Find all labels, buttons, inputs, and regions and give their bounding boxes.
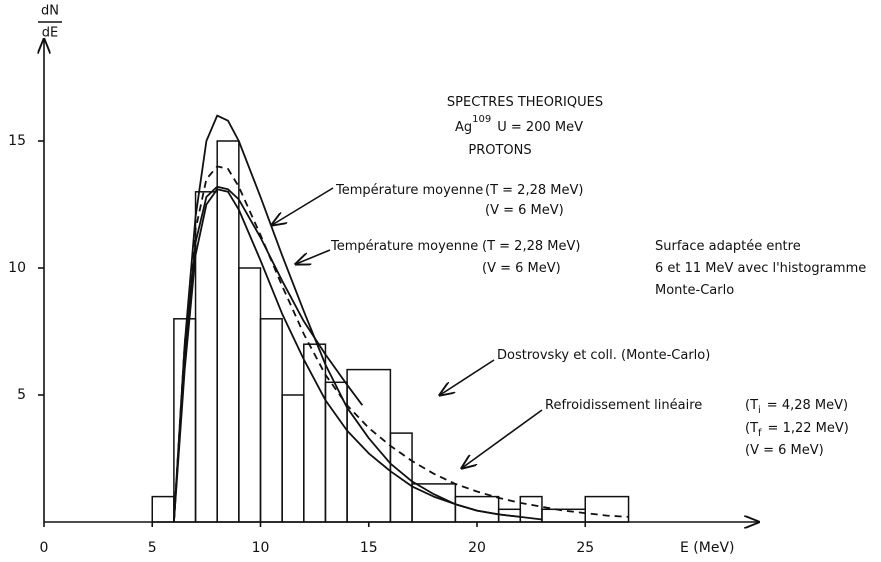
annotation-arrow <box>272 187 334 225</box>
annotation-text: 6 et 11 MeV avec l'histogramme <box>655 261 866 276</box>
histogram-bar <box>389 432 413 523</box>
annotation-text: (T = 2,28 MeV) <box>485 183 583 198</box>
annotation-text-part: (T <box>745 421 758 436</box>
y-tick-label: 5 <box>17 387 26 403</box>
annotation-text-part: i <box>758 405 761 416</box>
annotation-text: Monte-Carlo <box>655 283 734 298</box>
annotation-text: Refroidissement linéaire <box>545 398 702 413</box>
histogram-bar <box>259 318 283 523</box>
histogram-bar <box>454 495 500 523</box>
x-axis-label: E (MeV) <box>680 540 735 556</box>
x-tick-label: 20 <box>468 540 486 556</box>
annotation-text-part: (T = 2,28 MeV) <box>485 183 583 198</box>
histogram-bar <box>216 140 240 523</box>
curve <box>173 185 364 523</box>
curve <box>173 165 629 523</box>
annotation-text-part: f <box>758 428 762 439</box>
annotation-text-part: (V = 6 MeV) <box>485 203 564 218</box>
histogram-bar <box>541 508 587 523</box>
x-tick-label: 25 <box>576 540 594 556</box>
title-line-part: 109 <box>472 114 491 125</box>
annotation-text-part: (V = 6 MeV) <box>745 443 824 458</box>
y-tick-label: 15 <box>8 133 26 149</box>
y-label-denominator: dE <box>42 26 58 41</box>
x-tick-label: 10 <box>252 540 270 556</box>
annotation-text-part: (V = 6 MeV) <box>482 261 561 276</box>
annotation-text: (V = 6 MeV) <box>482 261 561 276</box>
histogram-bar <box>281 394 305 523</box>
x-tick-label: 0 <box>40 540 49 556</box>
title-line-part: U = 200 MeV <box>497 120 583 135</box>
annotation-text-part: Surface adaptée entre <box>655 239 801 254</box>
histogram-bar <box>238 267 262 523</box>
curve <box>173 188 543 523</box>
title-line-part: PROTONS <box>468 143 531 158</box>
annotation-arrow <box>462 409 543 468</box>
title-line: Ag109 U = 200 MeV <box>455 114 583 135</box>
annotation-text: Surface adaptée entre <box>655 239 801 254</box>
annotation-text-part: Monte-Carlo <box>655 283 734 298</box>
annotation-text: (V = 6 MeV) <box>485 203 564 218</box>
annotation-text-part: Refroidissement linéaire <box>545 398 702 413</box>
annotation-arrow <box>440 359 495 395</box>
histogram-bar <box>151 495 175 523</box>
annotation-text: (Tf = 1,22 MeV) <box>745 421 849 440</box>
annotation-text-part: (T = 2,28 MeV) <box>482 239 580 254</box>
annotation-text-part: Dostrovsky et coll. (Monte-Carlo) <box>497 348 710 363</box>
annotation-text: Température moyenne <box>335 183 483 198</box>
annotation-text: (Ti = 4,28 MeV) <box>745 398 848 417</box>
annotation-text: (V = 6 MeV) <box>745 443 824 458</box>
annotation-text-part: Température moyenne <box>335 183 483 198</box>
x-tick-label: 5 <box>148 540 157 556</box>
annotation-arrow <box>296 249 331 264</box>
histogram-bar <box>584 495 630 523</box>
annotation-text-part: Température moyenne <box>330 239 478 254</box>
annotation-text-part: = 4,28 MeV) <box>767 398 848 413</box>
y-label-numerator: dN <box>41 4 59 19</box>
histogram-bar <box>303 343 327 523</box>
annotation-text: (T = 2,28 MeV) <box>482 239 580 254</box>
y-tick-label: 10 <box>8 260 26 276</box>
annotation-text-part: = 1,22 MeV) <box>768 421 849 436</box>
title-line: PROTONS <box>468 143 531 158</box>
title-line: SPECTRES THEORIQUES <box>447 95 603 110</box>
annotation-text-part: 6 et 11 MeV avec l'histogramme <box>655 261 866 276</box>
title-line-part: Ag <box>455 120 472 135</box>
title-line-part: SPECTRES THEORIQUES <box>447 95 603 110</box>
x-tick-label: 15 <box>360 540 378 556</box>
annotation-text: Dostrovsky et coll. (Monte-Carlo) <box>497 348 710 363</box>
annotation-text: Température moyenne <box>330 239 478 254</box>
annotation-text-part: (T <box>745 398 758 413</box>
